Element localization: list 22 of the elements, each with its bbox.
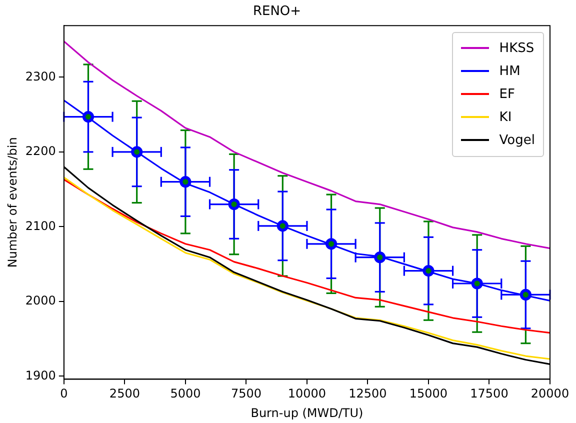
x-axis-title: Burn-up (MWD/TU) (250, 406, 364, 420)
x-tick-label: 12500 (348, 386, 387, 401)
y-axis-title: Number of events/bin (5, 137, 20, 268)
legend-label: EF (499, 86, 515, 102)
legend-label: KI (499, 110, 512, 125)
x-tick-label: 5000 (170, 386, 201, 401)
y-tick-label: 1900 (25, 368, 56, 382)
chart-title: RENO+ (252, 4, 302, 20)
legend-label: HM (499, 64, 520, 79)
x-tick-label: 20000 (530, 386, 570, 401)
y-tick-label: 2300 (25, 69, 56, 84)
x-tick-label: 7500 (230, 386, 262, 401)
legend-label: Vogel (499, 132, 535, 148)
legend-label: HKSS (499, 40, 534, 56)
y-tick-label: 2000 (25, 294, 56, 308)
y-tick-label: 2100 (25, 218, 56, 233)
x-tick-label: 10000 (288, 386, 326, 401)
x-tick-label: 17500 (470, 386, 508, 401)
x-tick-label: 0 (60, 386, 68, 401)
x-tick-label: 15000 (409, 386, 448, 401)
x-tick-label: 2500 (109, 386, 140, 401)
y-tick-label: 2200 (25, 144, 56, 158)
